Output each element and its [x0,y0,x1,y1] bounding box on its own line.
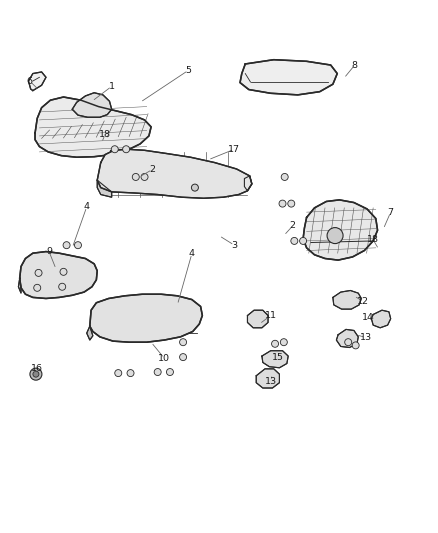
Circle shape [35,269,42,277]
Polygon shape [240,60,337,95]
Circle shape [291,237,298,245]
Polygon shape [28,72,46,91]
Polygon shape [72,93,112,117]
Polygon shape [97,149,252,198]
Text: 9: 9 [46,247,52,256]
Circle shape [141,173,148,181]
Text: 3: 3 [231,241,237,249]
Polygon shape [20,252,97,298]
Polygon shape [90,294,202,342]
Circle shape [327,228,343,244]
Text: 1: 1 [109,82,115,91]
Circle shape [60,268,67,276]
Text: 11: 11 [265,311,277,320]
Circle shape [115,369,122,377]
Text: 14: 14 [362,313,374,321]
Text: 13: 13 [265,377,277,385]
Circle shape [30,368,42,380]
Text: 13: 13 [360,333,372,342]
Text: 5: 5 [185,66,191,75]
Circle shape [132,173,139,181]
Polygon shape [336,329,358,348]
Text: 4: 4 [84,203,90,211]
Text: 8: 8 [352,61,358,69]
Circle shape [345,338,352,346]
Circle shape [166,368,173,376]
Polygon shape [303,200,378,260]
Circle shape [154,368,161,376]
Circle shape [288,200,295,207]
Text: 7: 7 [388,208,394,216]
Circle shape [74,241,81,249]
Text: 18: 18 [367,236,379,244]
Circle shape [352,342,359,349]
Text: 18: 18 [99,130,111,139]
Text: 12: 12 [357,297,369,305]
Circle shape [300,237,307,245]
Circle shape [123,146,130,153]
Circle shape [272,340,279,348]
Text: 16: 16 [31,365,43,373]
Polygon shape [87,326,93,340]
Circle shape [281,173,288,181]
Text: 15: 15 [272,353,284,361]
Polygon shape [247,310,268,328]
Polygon shape [35,97,151,157]
Circle shape [33,371,39,377]
Text: 2: 2 [149,165,155,174]
Circle shape [59,283,66,290]
Text: 10: 10 [158,354,170,362]
Text: 6: 6 [27,77,33,85]
Circle shape [63,241,70,249]
Text: 17: 17 [228,145,240,154]
Circle shape [34,284,41,292]
Polygon shape [97,180,112,197]
Circle shape [180,353,187,361]
Circle shape [191,184,198,191]
Circle shape [111,146,118,153]
Polygon shape [262,351,288,368]
Circle shape [280,338,287,346]
Circle shape [180,338,187,346]
Text: 4: 4 [189,249,195,258]
Polygon shape [333,290,361,309]
Polygon shape [18,278,21,293]
Polygon shape [371,310,391,328]
Polygon shape [244,176,252,191]
Circle shape [127,369,134,377]
Polygon shape [256,369,279,388]
Circle shape [279,200,286,207]
Text: 2: 2 [290,222,296,230]
